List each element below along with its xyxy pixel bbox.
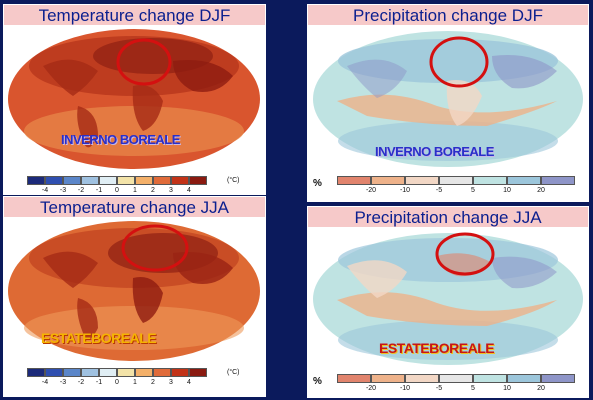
temperature-jja-title: Temperature change JJA: [3, 196, 266, 218]
scale-swatch: [507, 176, 541, 185]
precipitation-jja-unit: %: [313, 376, 322, 387]
precipitation-jja-title: Precipitation change JJA: [307, 206, 589, 228]
scale-swatch: [135, 368, 153, 377]
scale-tick-label: 2: [151, 187, 155, 194]
highlight-circle: [116, 38, 172, 86]
scale-tick-label: 20: [537, 385, 545, 392]
scale-tick-label: -20: [365, 385, 377, 392]
temperature-jja-region-label: ESTATEBOREALE: [41, 330, 157, 346]
scale-tick-label: -5: [435, 385, 443, 392]
precipitation-djf-map: INVERNO BOREALE: [307, 26, 589, 172]
scale-tick-label: 5: [471, 187, 475, 194]
scale-swatch: [81, 368, 99, 377]
scale-swatch: [541, 176, 575, 185]
precipitation-djf-scale: % -20 -10 -5 5 10 20: [307, 172, 589, 202]
temperature-djf-unit: (°C): [227, 177, 240, 184]
scale-swatch: [27, 368, 45, 377]
temperature-djf-map: INVERNO BOREALE: [3, 26, 266, 172]
scale-swatch: [371, 176, 405, 185]
scale-tick-label: -2: [77, 379, 85, 386]
scale-tick-label: -4: [41, 379, 49, 386]
scale-swatch: [405, 374, 439, 383]
scale-tick-label: 0: [115, 187, 119, 194]
highlight-circle: [429, 36, 489, 88]
scale-swatch: [171, 176, 189, 185]
temperature-djf-title: Temperature change DJF: [3, 4, 266, 26]
precipitation-jja-scale: % -20 -10 -5 5 10 20: [307, 370, 589, 398]
temperature-djf-scale: -4 -3 -2 -1 0 1 2 3 4 (°C): [3, 172, 266, 195]
scale-tick-label: 1: [133, 187, 137, 194]
precipitation-djf-region-label: INVERNO BOREALE: [375, 144, 494, 159]
scale-tick-label: 3: [169, 187, 173, 194]
temperature-jja-scale: -4 -3 -2 -1 0 1 2 3 4 (°C): [3, 364, 266, 397]
scale-swatch: [507, 374, 541, 383]
scale-tick-label: 10: [503, 385, 511, 392]
scale-tick-label: -20: [365, 187, 377, 194]
highlight-circle: [121, 224, 189, 272]
scale-tick-label: -10: [399, 385, 411, 392]
scale-swatch: [171, 368, 189, 377]
scale-swatch: [153, 176, 171, 185]
scale-tick-label: 3: [169, 379, 173, 386]
scale-tick-label: -2: [77, 187, 85, 194]
scale-swatch: [439, 374, 473, 383]
scale-swatch: [117, 176, 135, 185]
scale-tick-label: 20: [537, 187, 545, 194]
scale-tick-label: -5: [435, 187, 443, 194]
scale-swatch: [81, 176, 99, 185]
scale-swatch: [473, 374, 507, 383]
scale-swatch: [337, 176, 371, 185]
precipitation-jja-region-label: ESTATEBOREALE: [379, 340, 495, 356]
scale-tick-label: -10: [399, 187, 411, 194]
scale-tick-label: -1: [95, 379, 103, 386]
scale-tick-label: 1: [133, 379, 137, 386]
scale-tick-label: 5: [471, 385, 475, 392]
scale-swatch: [541, 374, 575, 383]
scale-tick-label: -1: [95, 187, 103, 194]
scale-swatch: [135, 176, 153, 185]
scale-tick-label: 0: [115, 379, 119, 386]
scale-swatch: [63, 368, 81, 377]
precipitation-jja-map: ESTATEBOREALE: [307, 228, 589, 370]
scale-tick-label: -3: [59, 379, 67, 386]
scale-swatch: [439, 176, 473, 185]
scale-tick-label: 2: [151, 379, 155, 386]
scale-swatch: [45, 176, 63, 185]
scale-swatch: [189, 176, 207, 185]
highlight-circle: [435, 232, 495, 276]
temperature-jja-map: ESTATEBOREALE: [3, 218, 266, 364]
scale-tick-label: 4: [187, 379, 191, 386]
scale-swatch: [99, 368, 117, 377]
scale-swatch: [189, 368, 207, 377]
scale-swatch: [153, 368, 171, 377]
scale-tick-label: 10: [503, 187, 511, 194]
scale-swatch: [99, 176, 117, 185]
scale-swatch: [45, 368, 63, 377]
precipitation-djf-title: Precipitation change DJF: [307, 4, 589, 26]
scale-tick-label: -4: [41, 187, 49, 194]
scale-swatch: [371, 374, 405, 383]
scale-swatch: [117, 368, 135, 377]
scale-swatch: [405, 176, 439, 185]
scale-swatch: [27, 176, 45, 185]
scale-swatch: [337, 374, 371, 383]
precipitation-djf-unit: %: [313, 178, 322, 189]
scale-swatch: [473, 176, 507, 185]
temperature-djf-region-label: INVERNO BOREALE: [61, 132, 180, 147]
scale-tick-label: 4: [187, 187, 191, 194]
scale-swatch: [63, 176, 81, 185]
scale-tick-label: -3: [59, 187, 67, 194]
temperature-jja-unit: (°C): [227, 369, 240, 376]
